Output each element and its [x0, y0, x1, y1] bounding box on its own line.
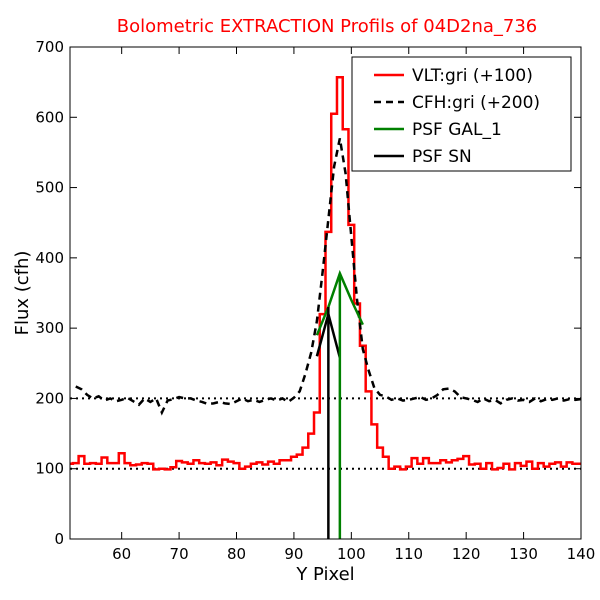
y-tick-label: 500	[35, 179, 64, 197]
x-tick-label: 70	[170, 545, 189, 563]
legend: VLT:gri (+100) CFH:gri (+200) PSF GAL_1 PSF…	[351, 56, 572, 172]
x-axis-label: Y Pixel	[295, 564, 354, 585]
y-tick-label: 700	[35, 38, 64, 56]
x-tick-label: 90	[284, 545, 303, 563]
x-tick-label: 60	[112, 545, 131, 563]
x-tick-label: 120	[452, 545, 481, 563]
plot-frame	[69, 46, 582, 540]
x-tick-label: 80	[227, 545, 246, 563]
x-tick-label: 100	[337, 545, 366, 563]
legend-label-psf-gal-1: PSF GAL_1	[412, 120, 502, 140]
x-tick-label: 110	[394, 545, 423, 563]
series-line-cfh-gri-200	[75, 138, 581, 416]
y-tick-label: 0	[54, 530, 64, 548]
legend-label-psf-sn: PSF SN	[412, 147, 472, 167]
y-axis-label: Flux (cfh)	[12, 251, 33, 336]
x-tick-label: 130	[509, 545, 538, 563]
series-line-vlt-gri-100	[70, 75, 581, 471]
legend-label-cfh-gri-200: CFH:gri (+200)	[412, 93, 540, 113]
y-tick-label: 600	[35, 108, 64, 126]
y-tick-label: 300	[35, 319, 64, 337]
y-tick-label: 100	[35, 460, 64, 478]
chart-title: Bolometric EXTRACTION Profils of 04D2na_…	[117, 16, 538, 37]
y-tick-label: 400	[35, 249, 64, 267]
y-tick-label: 200	[35, 389, 64, 407]
x-tick-label: 140	[567, 545, 596, 563]
legend-label-vlt-gri-100: VLT:gri (+100)	[412, 66, 533, 86]
